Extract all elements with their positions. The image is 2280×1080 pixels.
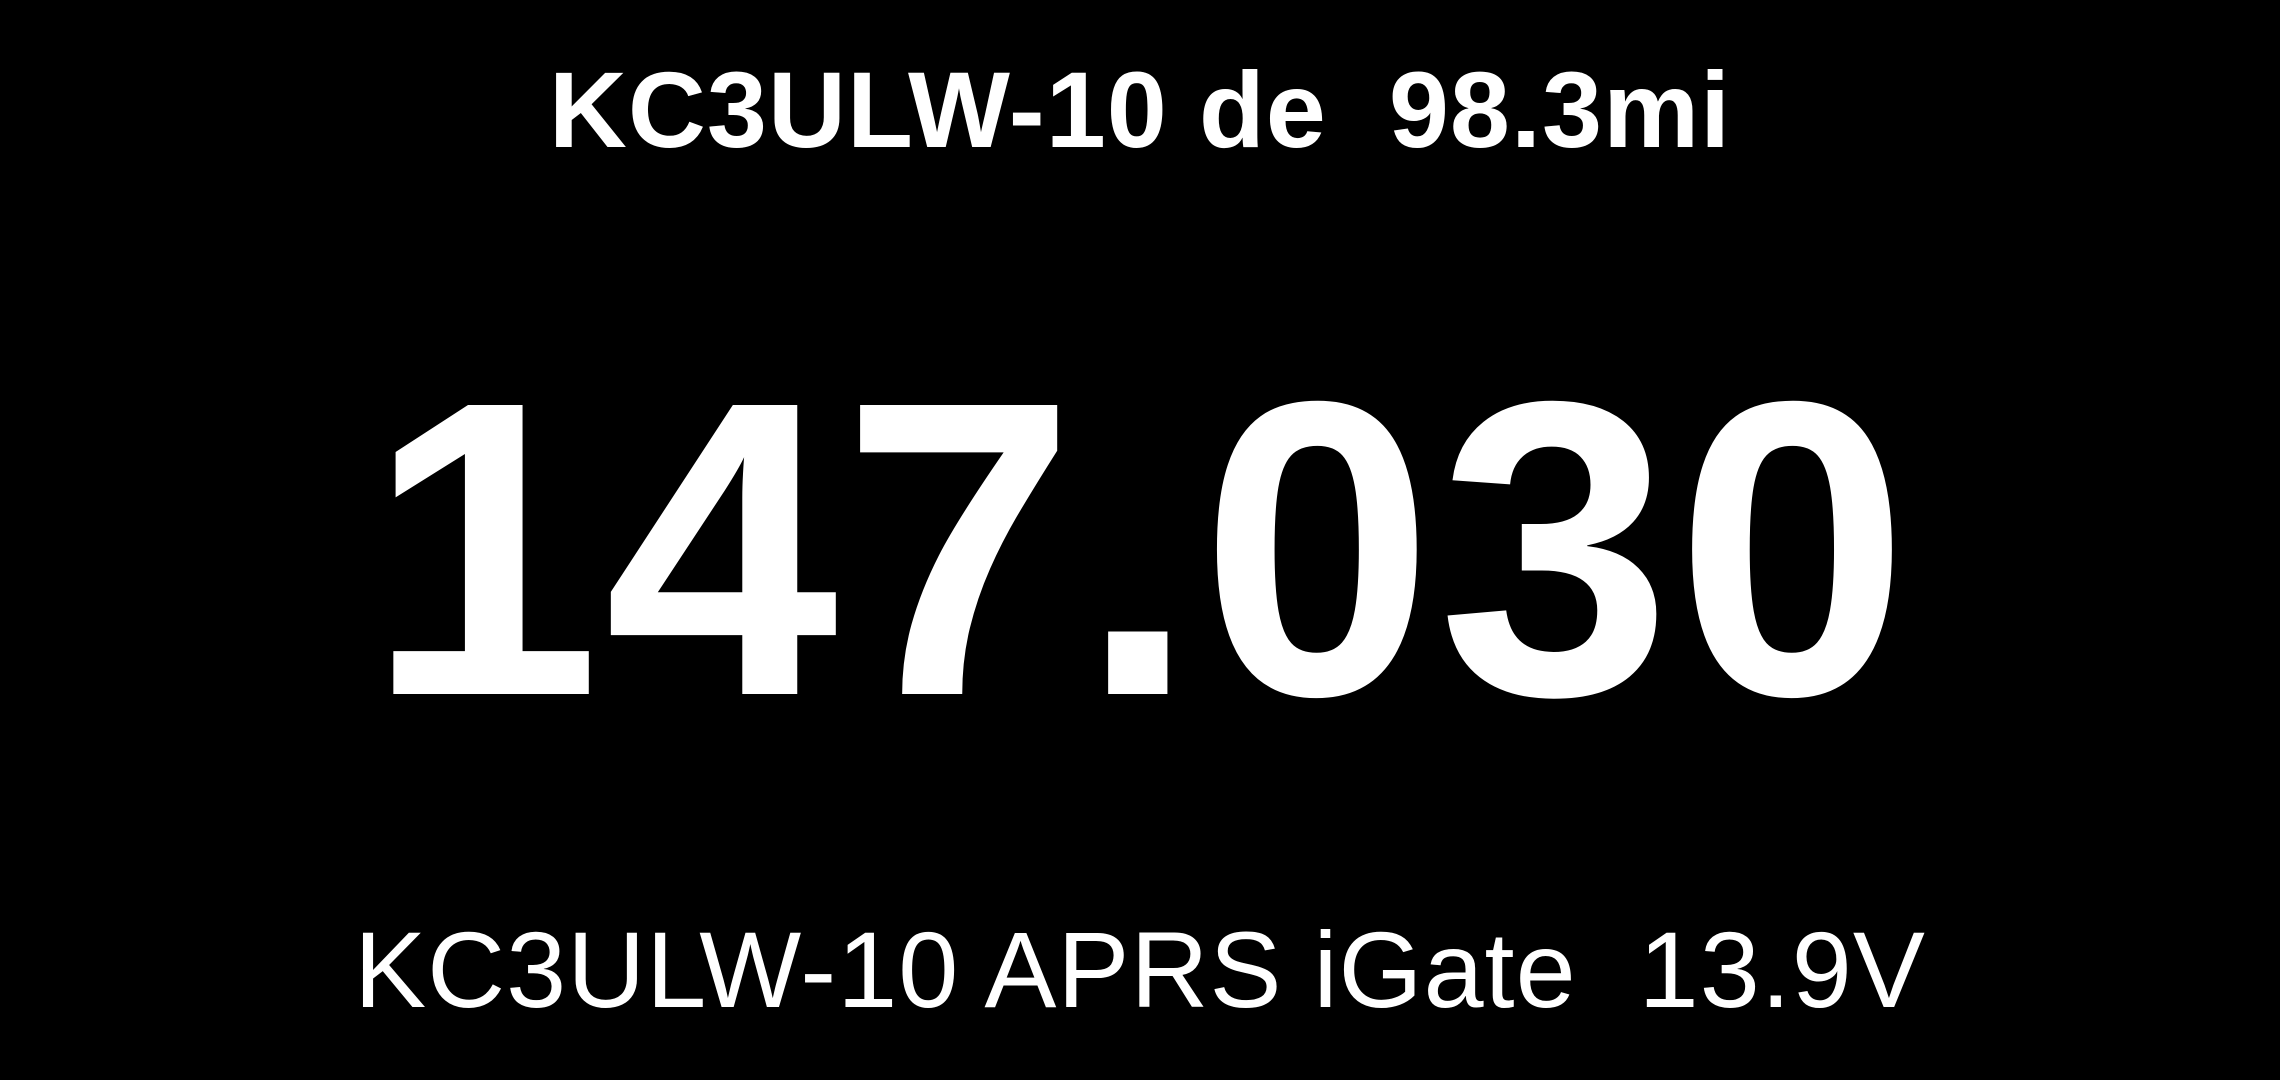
frequency-readout: 147.030 — [366, 315, 1914, 784]
station-status-footer: KC3ULW-10 APRS iGate 13.9V — [354, 909, 1926, 1030]
station-distance-header: KC3ULW-10 de 98.3mi — [548, 49, 1732, 170]
